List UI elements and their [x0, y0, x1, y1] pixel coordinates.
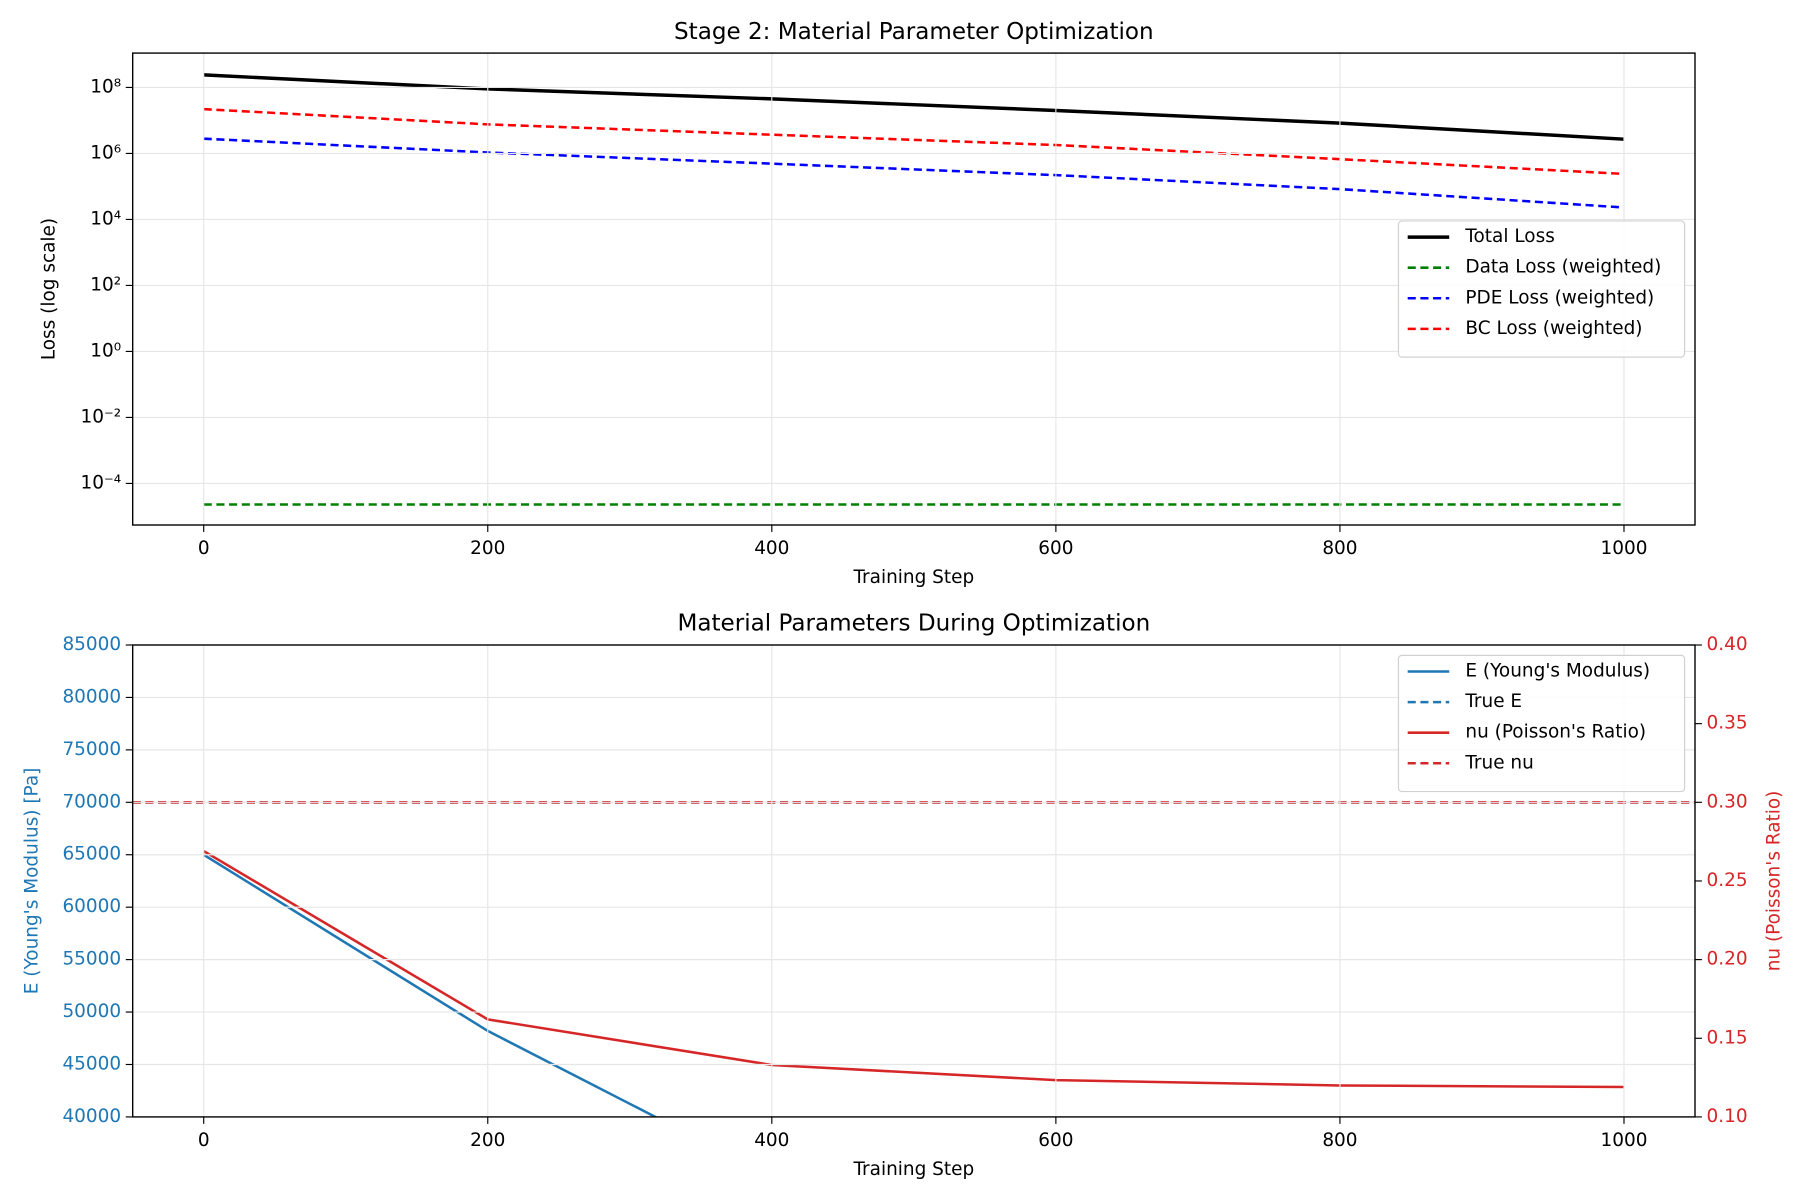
x-tick-label: 800 — [1322, 538, 1357, 559]
x-tick-label: 600 — [1038, 538, 1073, 559]
y-tick-label: 10⁰ — [90, 340, 121, 361]
y-tick-label: 50000 — [62, 1001, 121, 1022]
y-tick-label: 55000 — [62, 949, 121, 970]
axes-frame — [132, 52, 1696, 526]
y2-tick-label: 0.15 — [1707, 1027, 1748, 1048]
series-line — [203, 73, 1625, 141]
y-tick-label: 10⁻² — [81, 406, 122, 427]
y-tick-label: 70000 — [62, 791, 121, 812]
y-tick-label: 10⁻⁴ — [81, 472, 122, 493]
legend — [1397, 220, 1686, 358]
x-tick-label: 400 — [754, 538, 789, 559]
y2-tick-label: 0.10 — [1707, 1106, 1748, 1127]
legend-label: Total Loss — [1464, 226, 1554, 247]
x-tick-label: 800 — [1322, 1130, 1357, 1151]
y2-tick-label: 0.35 — [1707, 713, 1748, 734]
y-tick-label: 10⁶ — [90, 142, 121, 163]
y-tick-label: 65000 — [62, 844, 121, 865]
y-tick-label: 45000 — [62, 1053, 121, 1074]
plot-area — [203, 73, 1625, 506]
x-axis-label: Training Step — [852, 567, 974, 588]
x-tick-label: 200 — [470, 538, 505, 559]
series-line — [203, 137, 1625, 209]
x-axis-label: Training Step — [852, 1159, 974, 1180]
chart-title: Stage 2: Material Parameter Optimization — [674, 19, 1154, 45]
y2-axis-label: nu (Poisson's Ratio) — [1764, 791, 1785, 972]
x-tick-label: 400 — [754, 1130, 789, 1151]
y-tick-label: 60000 — [62, 896, 121, 917]
y-tick-label: 10⁴ — [90, 208, 121, 229]
y2-tick-label: 0.25 — [1707, 870, 1748, 891]
y2-tick-label: 0.30 — [1707, 791, 1748, 812]
legend-label: BC Loss (weighted) — [1465, 318, 1642, 339]
legend-label: Data Loss (weighted) — [1465, 257, 1661, 278]
legend-label: True E — [1464, 691, 1522, 712]
y2-tick-label: 0.40 — [1707, 634, 1748, 655]
y-tick-label: 75000 — [62, 739, 121, 760]
x-tick-label: 200 — [470, 1130, 505, 1151]
y-axis-label: Loss (log scale) — [39, 218, 60, 360]
y-tick-label: 80000 — [62, 686, 121, 707]
y-tick-label: 40000 — [62, 1106, 121, 1127]
x-tick-label: 1000 — [1601, 1130, 1648, 1151]
x-tick-label: 0 — [198, 538, 210, 559]
y-tick-label: 10² — [90, 274, 121, 295]
legend-label: nu (Poisson's Ratio) — [1465, 722, 1646, 743]
legend-label: E (Young's Modulus) — [1465, 661, 1650, 682]
x-tick-label: 0 — [198, 1130, 210, 1151]
x-tick-label: 1000 — [1601, 538, 1648, 559]
series-line — [203, 853, 659, 1117]
chart-title: Material Parameters During Optimization — [677, 611, 1150, 637]
y-tick-label: 85000 — [62, 634, 121, 655]
legend-label: True nu — [1464, 752, 1533, 773]
legend-label: PDE Loss (weighted) — [1465, 287, 1654, 308]
y2-tick-label: 0.20 — [1707, 949, 1748, 970]
y-tick-label: 10⁸ — [90, 76, 121, 97]
legend — [1397, 654, 1686, 793]
series-line — [203, 849, 1624, 1089]
plot-area — [132, 801, 1695, 1117]
y-axis-label: E (Young's Modulus) [Pa] — [21, 768, 42, 995]
series-line — [203, 107, 1625, 176]
x-tick-label: 600 — [1038, 1130, 1073, 1151]
axes-frame — [132, 644, 1696, 1118]
